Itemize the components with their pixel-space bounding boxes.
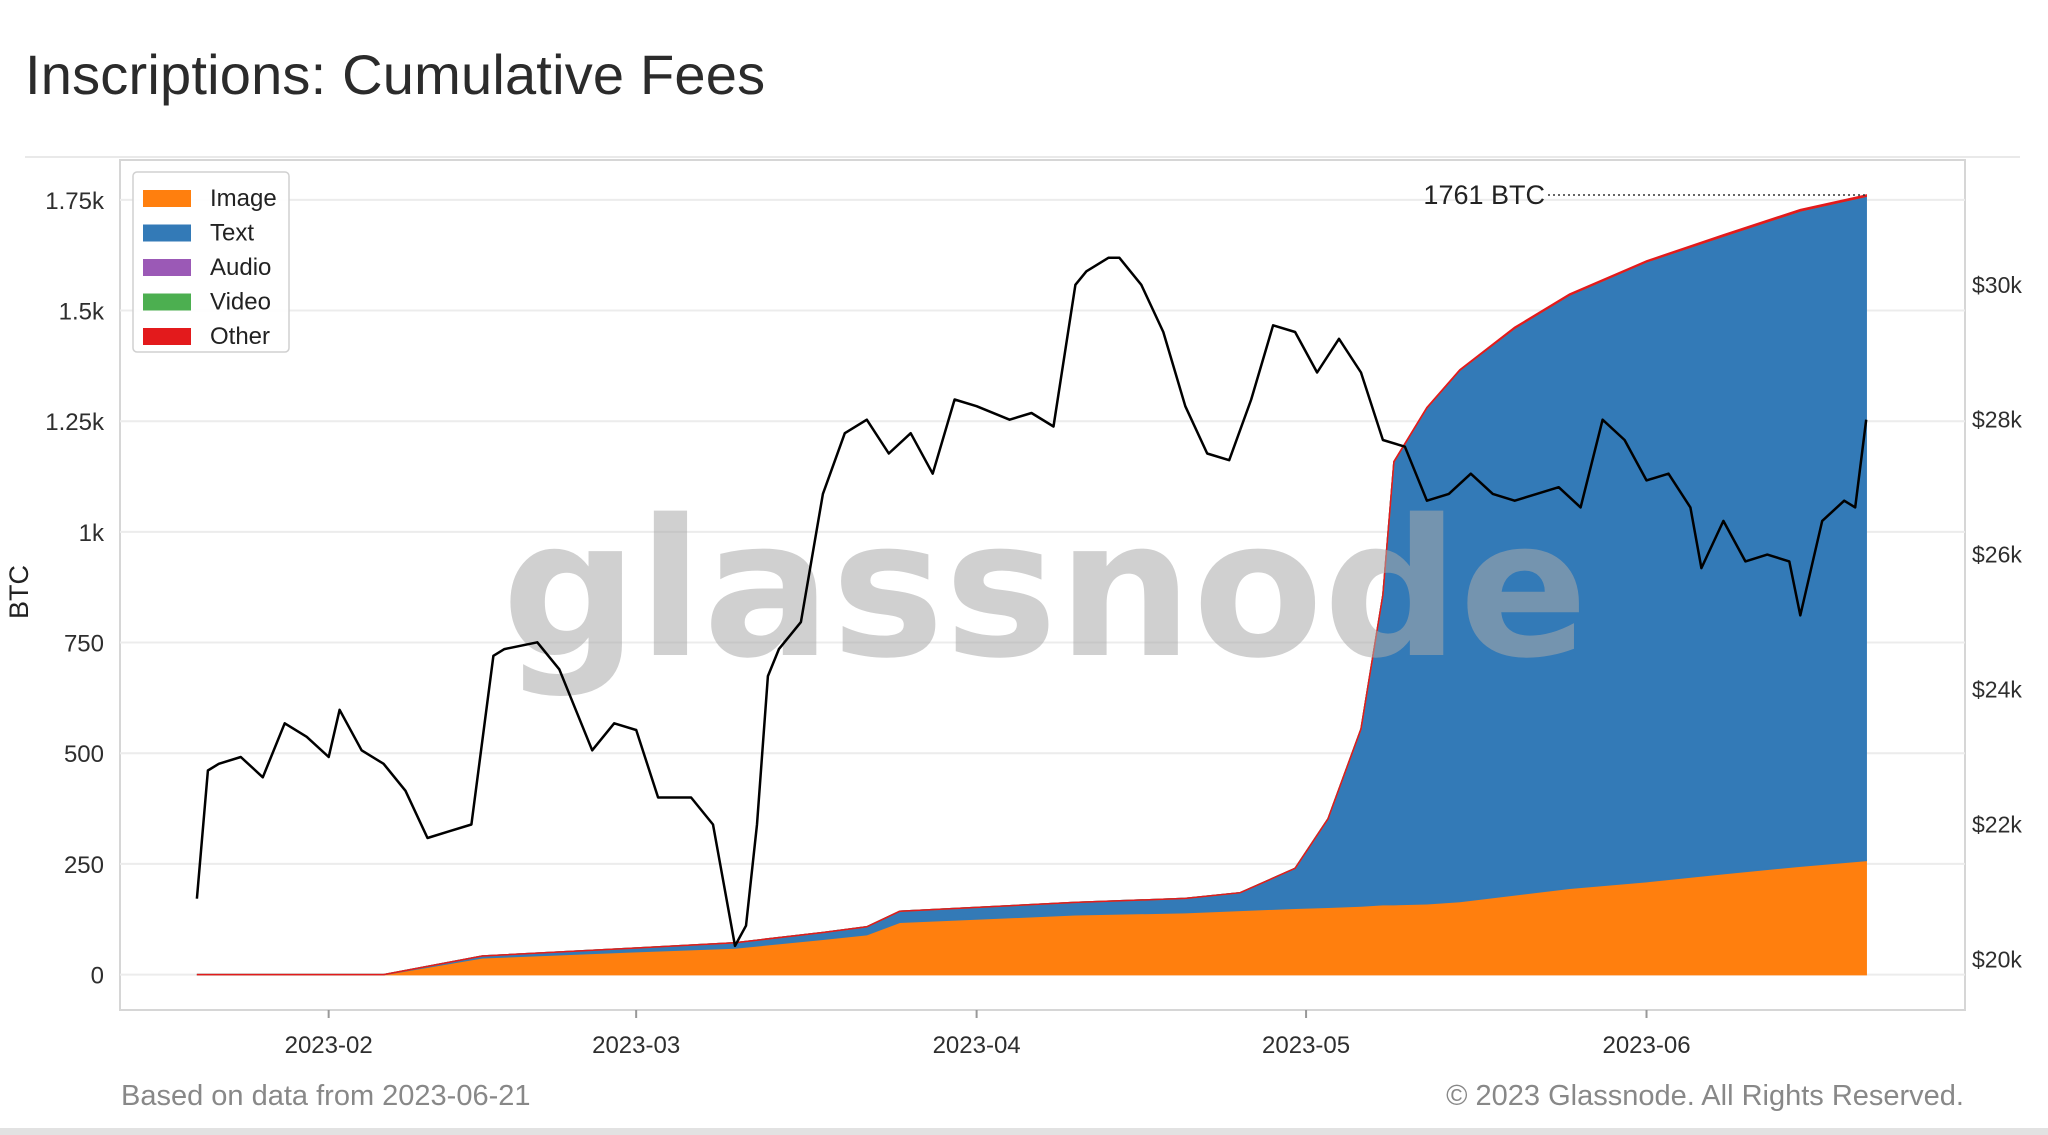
legend-label-video: Video xyxy=(210,289,271,316)
y2-tick-label: $28k xyxy=(1972,407,2022,433)
watermark: glassnode xyxy=(502,479,1588,700)
y2-tick-label: $20k xyxy=(1972,946,2022,972)
x-tick-label: 2023-04 xyxy=(933,1032,1021,1059)
y-tick-label: 500 xyxy=(64,741,104,768)
legend-label-text: Text xyxy=(210,220,254,247)
x-tick-label: 2023-06 xyxy=(1602,1032,1690,1059)
y-tick-label: 250 xyxy=(64,852,104,879)
y2-tick-label: $30k xyxy=(1972,272,2022,298)
page-title: Inscriptions: Cumulative Fees xyxy=(25,43,766,106)
legend-swatch-audio xyxy=(143,259,191,276)
y-tick-label: 1k xyxy=(79,520,105,547)
legend-swatch-other xyxy=(143,328,191,345)
y-axis-label: BTC xyxy=(4,565,34,619)
legend-label-other: Other xyxy=(210,323,270,350)
legend-label-audio: Audio xyxy=(210,254,271,281)
y2-tick-label: $26k xyxy=(1972,542,2022,568)
price-line xyxy=(195,256,1868,948)
y2-tick-label: $22k xyxy=(1972,811,2022,837)
x-tick-label: 2023-02 xyxy=(285,1032,373,1059)
price-series-line xyxy=(195,256,1868,948)
annotation-label: 1761 BTC xyxy=(1423,180,1545,210)
y-tick-label: 1.25k xyxy=(45,409,105,436)
area-other xyxy=(196,194,1867,976)
x-tick-label: 2023-05 xyxy=(1262,1032,1350,1059)
footer-copyright: © 2023 Glassnode. All Rights Reserved. xyxy=(1446,1080,1964,1112)
plot-frame xyxy=(119,159,1966,1011)
legend-swatch-video xyxy=(143,293,191,311)
legend: Image Text Audio Video Other xyxy=(132,171,290,353)
y-tick-label: 0 xyxy=(91,963,104,990)
y-tick-label: 750 xyxy=(64,631,104,658)
y2-tick-label: $24k xyxy=(1972,677,2022,703)
legend-label-image: Image xyxy=(210,185,277,212)
stacked-areas xyxy=(196,194,1867,976)
x-tick-label: 2023-03 xyxy=(592,1032,680,1059)
y-tick-label: 1.75k xyxy=(45,188,105,215)
bottom-divider xyxy=(0,1128,2048,1135)
legend-swatch-image xyxy=(143,190,191,207)
footer-data-note: Based on data from 2023-06-21 xyxy=(121,1080,531,1112)
y2-axis: $20k $22k $24k $26k $28k $30k xyxy=(1972,272,2022,973)
title-divider xyxy=(25,156,2020,158)
x-axis: 2023-02 2023-03 2023-04 2023-05 2023-06 xyxy=(285,1010,1691,1059)
legend-swatch-text xyxy=(143,224,191,242)
annotation: 1761 BTC xyxy=(1423,180,1867,210)
y-tick-label: 1.5k xyxy=(59,299,105,326)
y-axis: 0 250 500 750 1k 1.25k 1.5k 1.75k xyxy=(45,188,105,990)
